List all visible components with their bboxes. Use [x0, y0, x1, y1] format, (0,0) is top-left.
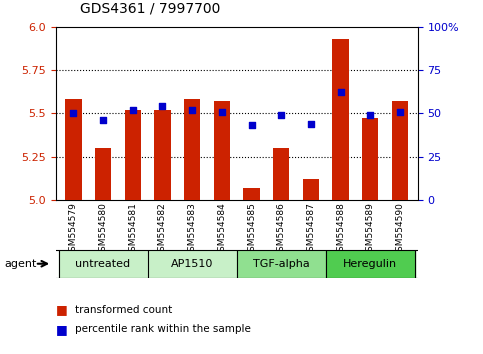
Point: [129, 107, 137, 113]
Bar: [243, 188, 260, 200]
Text: GSM554583: GSM554583: [187, 202, 197, 257]
Point: [396, 109, 404, 114]
Text: GSM554589: GSM554589: [366, 202, 375, 257]
Bar: [273, 148, 289, 200]
Text: Heregulin: Heregulin: [343, 259, 398, 269]
Point: [277, 112, 285, 118]
Bar: [362, 119, 379, 200]
Point: [337, 90, 344, 95]
Bar: [392, 101, 408, 200]
Text: agent: agent: [5, 259, 37, 269]
Bar: [148, 250, 237, 278]
Text: GSM554582: GSM554582: [158, 202, 167, 257]
Bar: [154, 110, 170, 200]
Bar: [326, 250, 415, 278]
Text: GSM554588: GSM554588: [336, 202, 345, 257]
Point: [158, 103, 166, 109]
Text: ■: ■: [56, 323, 67, 336]
Text: GSM554579: GSM554579: [69, 202, 78, 257]
Text: untreated: untreated: [75, 259, 130, 269]
Bar: [237, 250, 326, 278]
Point: [248, 122, 256, 128]
Text: GSM554590: GSM554590: [396, 202, 404, 257]
Bar: [332, 39, 349, 200]
Bar: [303, 179, 319, 200]
Text: AP1510: AP1510: [171, 259, 213, 269]
Text: GSM554580: GSM554580: [99, 202, 108, 257]
Point: [367, 112, 374, 118]
Bar: [58, 250, 148, 278]
Point: [70, 110, 77, 116]
Text: GSM554581: GSM554581: [128, 202, 137, 257]
Text: GSM554587: GSM554587: [306, 202, 315, 257]
Point: [99, 118, 107, 123]
Point: [307, 121, 315, 126]
Text: GSM554585: GSM554585: [247, 202, 256, 257]
Point: [218, 109, 226, 114]
Bar: [95, 148, 111, 200]
Text: GSM554586: GSM554586: [277, 202, 286, 257]
Text: GDS4361 / 7997700: GDS4361 / 7997700: [80, 2, 220, 16]
Text: percentile rank within the sample: percentile rank within the sample: [75, 324, 251, 334]
Bar: [184, 99, 200, 200]
Bar: [65, 99, 82, 200]
Text: GSM554584: GSM554584: [217, 202, 227, 257]
Text: ■: ■: [56, 303, 67, 316]
Text: TGF-alpha: TGF-alpha: [253, 259, 310, 269]
Bar: [125, 110, 141, 200]
Point: [188, 107, 196, 113]
Text: transformed count: transformed count: [75, 305, 172, 315]
Bar: [213, 101, 230, 200]
